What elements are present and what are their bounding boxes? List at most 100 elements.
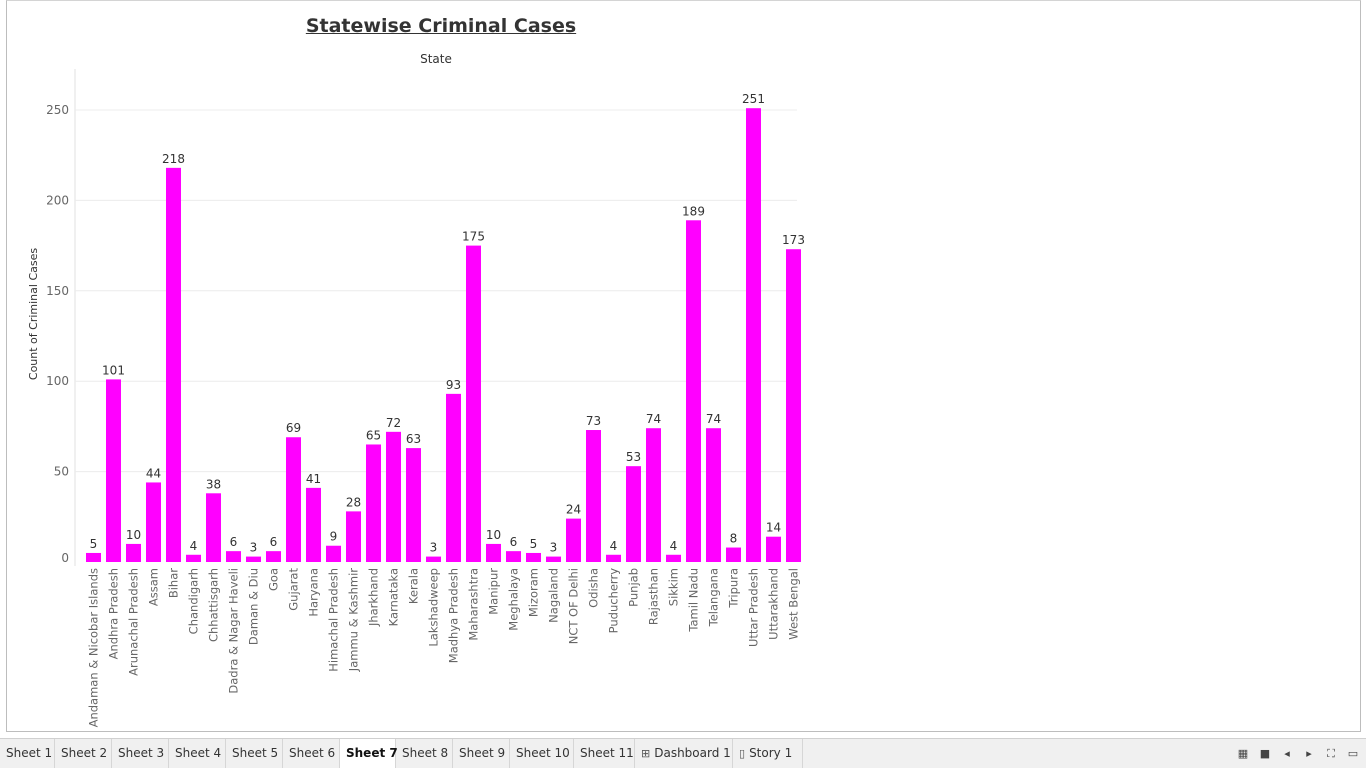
- tab-sheet-10[interactable]: Sheet 10: [510, 739, 574, 768]
- bar[interactable]: [566, 518, 581, 562]
- tab-label: Sheet 1: [6, 746, 53, 760]
- bar[interactable]: [726, 547, 741, 562]
- data-label: 251: [742, 92, 765, 106]
- tab-label: Sheet 5: [232, 746, 279, 760]
- bar[interactable]: [186, 554, 201, 562]
- tab-sheet-6[interactable]: Sheet 6: [283, 739, 340, 768]
- bar[interactable]: [326, 545, 341, 562]
- tab-story-1[interactable]: ▯ Story 1: [733, 739, 803, 768]
- tab-dashboard-1[interactable]: ⊞ Dashboard 1: [635, 739, 733, 768]
- bar[interactable]: [246, 556, 261, 562]
- x-category-label: Lakshadweep: [427, 568, 441, 647]
- data-label: 10: [126, 528, 141, 542]
- bar[interactable]: [506, 551, 521, 562]
- bar[interactable]: [266, 551, 281, 562]
- x-category-label: Telangana: [707, 568, 721, 627]
- tab-sheet-11[interactable]: Sheet 11: [574, 739, 635, 768]
- next-tab-icon[interactable]: ▸: [1306, 747, 1312, 760]
- data-label: 9: [330, 530, 338, 544]
- data-label: 65: [366, 428, 381, 442]
- tab-label: Sheet 6: [289, 746, 336, 760]
- bar[interactable]: [446, 393, 461, 562]
- bar[interactable]: [146, 482, 161, 562]
- tab-label: Sheet 7: [346, 746, 398, 760]
- fullscreen-icon[interactable]: ⛶: [1327, 747, 1335, 760]
- tab-sheet-1[interactable]: Sheet 1: [0, 739, 55, 768]
- y-tick-label: 200: [46, 193, 69, 207]
- data-label: 28: [346, 495, 361, 509]
- bar[interactable]: [106, 379, 121, 562]
- bar[interactable]: [486, 543, 501, 562]
- bar[interactable]: [406, 448, 421, 562]
- bar[interactable]: [286, 437, 301, 562]
- bar[interactable]: [586, 430, 601, 562]
- data-label: 41: [306, 472, 321, 486]
- bar[interactable]: [606, 554, 621, 562]
- bar[interactable]: [386, 431, 401, 562]
- x-category-label: Gujarat: [287, 568, 301, 611]
- y-tick-label: 0: [61, 551, 69, 565]
- data-label: 10: [486, 528, 501, 542]
- column-header-label: State: [420, 52, 452, 66]
- bar[interactable]: [766, 536, 781, 562]
- show-sheet-sorter-icon[interactable]: ▦: [1237, 747, 1249, 760]
- x-category-label: Jammu & Kashmir: [347, 568, 361, 672]
- bar[interactable]: [426, 556, 441, 562]
- data-label: 74: [646, 412, 661, 426]
- bar[interactable]: [546, 556, 561, 562]
- tab-sheet-3[interactable]: Sheet 3: [112, 739, 169, 768]
- y-tick-label: 250: [46, 103, 69, 117]
- x-category-label: Daman & Diu: [247, 568, 261, 645]
- tab-sheet-8[interactable]: Sheet 8: [396, 739, 453, 768]
- x-category-label: Puducherry: [607, 568, 621, 634]
- tab-sheet-2[interactable]: Sheet 2: [55, 739, 112, 768]
- x-category-label: Kerala: [407, 568, 421, 604]
- x-category-label: Rajasthan: [647, 568, 661, 625]
- data-label: 3: [550, 541, 558, 555]
- bar[interactable]: [466, 245, 481, 562]
- bar[interactable]: [206, 493, 221, 562]
- data-label: 4: [670, 539, 678, 553]
- bar[interactable]: [346, 511, 361, 562]
- data-label: 6: [270, 535, 278, 549]
- bar[interactable]: [166, 167, 181, 562]
- x-category-label: NCT OF Delhi: [567, 568, 581, 644]
- x-category-label: Punjab: [627, 568, 641, 607]
- bar[interactable]: [526, 552, 541, 562]
- bar[interactable]: [226, 551, 241, 562]
- data-label: 72: [386, 416, 401, 430]
- x-category-label: Tamil Nadu: [687, 568, 701, 633]
- bar[interactable]: [366, 444, 381, 562]
- bar[interactable]: [666, 554, 681, 562]
- data-label: 218: [162, 152, 185, 166]
- data-label: 5: [90, 537, 98, 551]
- show-filmstrip-icon[interactable]: ■: [1259, 747, 1271, 760]
- data-label: 3: [250, 541, 258, 555]
- tab-sheet-9[interactable]: Sheet 9: [453, 739, 510, 768]
- tab-label: Sheet 3: [118, 746, 165, 760]
- x-category-label: Manipur: [487, 568, 501, 615]
- tab-sheet-7[interactable]: Sheet 7: [340, 739, 398, 768]
- tab-sheet-5[interactable]: Sheet 5: [226, 739, 283, 768]
- tab-sheet-4[interactable]: Sheet 4: [169, 739, 226, 768]
- data-label: 4: [610, 539, 618, 553]
- data-label: 173: [782, 233, 805, 247]
- bar[interactable]: [686, 220, 701, 562]
- presentation-mode-icon[interactable]: ▭: [1347, 747, 1359, 760]
- bar[interactable]: [86, 552, 101, 562]
- bar[interactable]: [646, 428, 661, 562]
- x-category-label: Haryana: [307, 568, 321, 617]
- data-label: 5: [530, 537, 538, 551]
- bar[interactable]: [306, 487, 321, 562]
- x-category-label: Chhattisgarh: [207, 568, 221, 642]
- bar[interactable]: [126, 543, 141, 562]
- previous-tab-icon[interactable]: ◂: [1284, 747, 1290, 760]
- x-category-label: Dadra & Nagar Haveli: [227, 568, 241, 694]
- data-label: 24: [566, 503, 581, 517]
- bar[interactable]: [746, 108, 761, 562]
- bar[interactable]: [706, 428, 721, 562]
- bar[interactable]: [786, 249, 801, 562]
- sheet-tab-bar: Sheet 1 Sheet 2 Sheet 3 Sheet 4 Sheet 5 Sheet…: [0, 738, 1366, 768]
- bar[interactable]: [626, 466, 641, 562]
- data-label: 38: [206, 477, 221, 491]
